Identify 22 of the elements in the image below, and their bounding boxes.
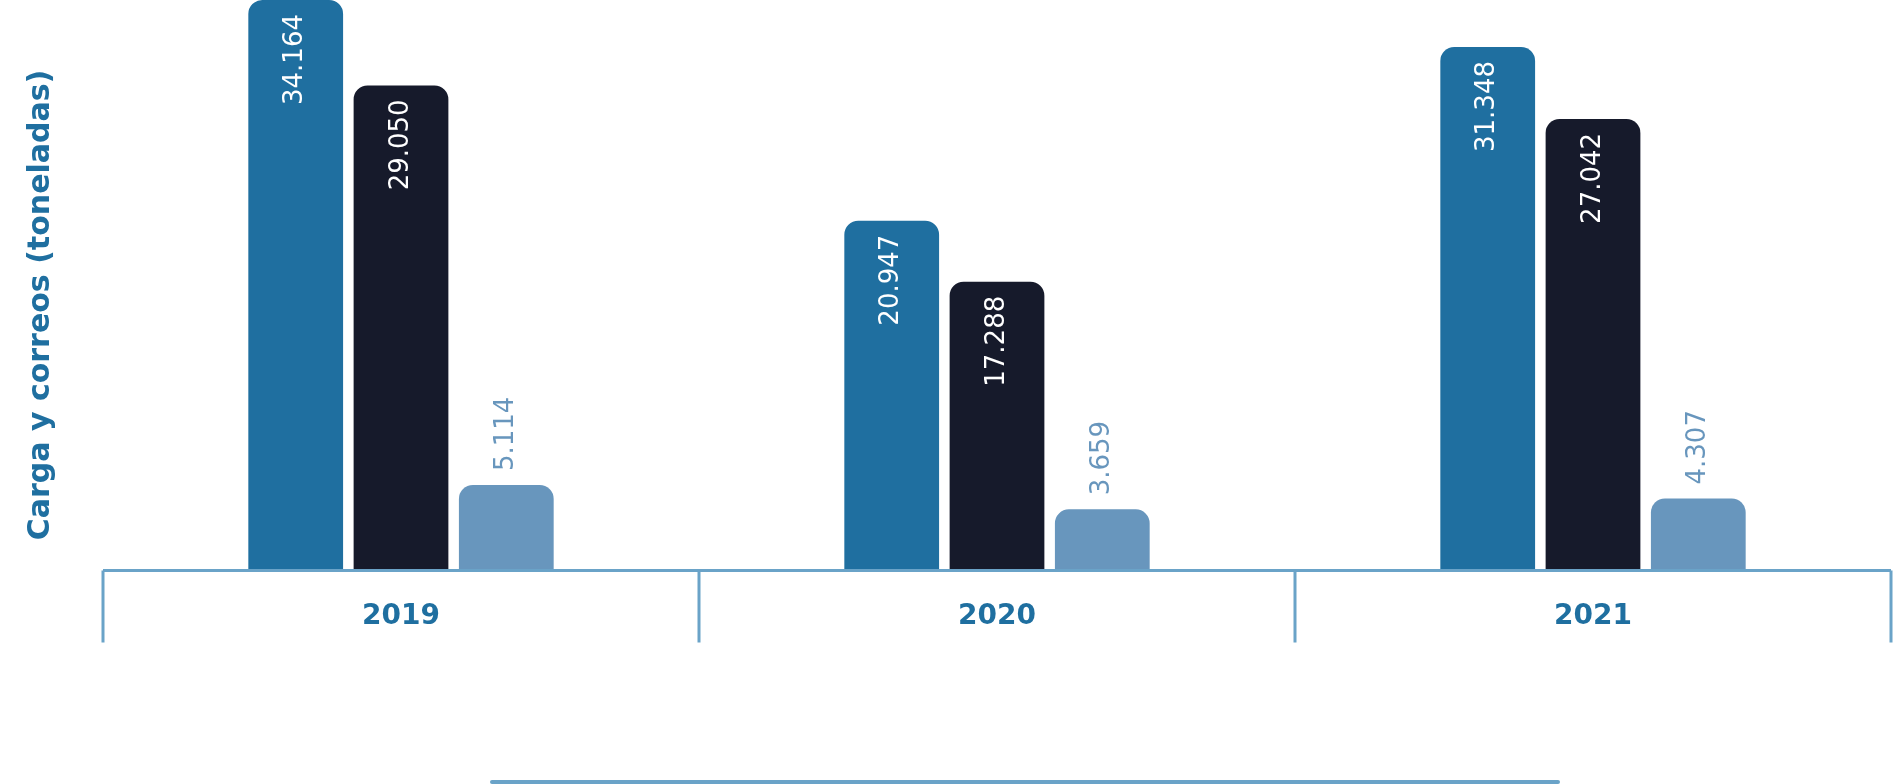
bar [458, 485, 554, 571]
data-label: 3.659 [1085, 420, 1116, 496]
data-label: 5.114 [489, 396, 520, 472]
data-label: 29.050 [383, 99, 414, 191]
x-tick-label: 2019 [362, 598, 440, 632]
bar [1440, 47, 1536, 571]
bar [1650, 498, 1746, 571]
data-label: 17.288 [979, 295, 1010, 387]
bar [353, 85, 449, 571]
x-tick-label: 2021 [1554, 598, 1632, 632]
bar [248, 0, 344, 571]
data-label: 4.307 [1681, 410, 1712, 485]
bar [1054, 509, 1150, 571]
bar [844, 220, 940, 571]
data-label: 27.042 [1575, 132, 1606, 224]
y-axis-title: Carga y correos (toneladas) [20, 69, 56, 541]
bar [1545, 118, 1641, 571]
data-label: 31.348 [1470, 61, 1501, 152]
data-label: 20.947 [874, 234, 905, 326]
bar [949, 281, 1045, 571]
data-label: 34.164 [278, 14, 309, 105]
x-tick-label: 2020 [958, 598, 1036, 632]
